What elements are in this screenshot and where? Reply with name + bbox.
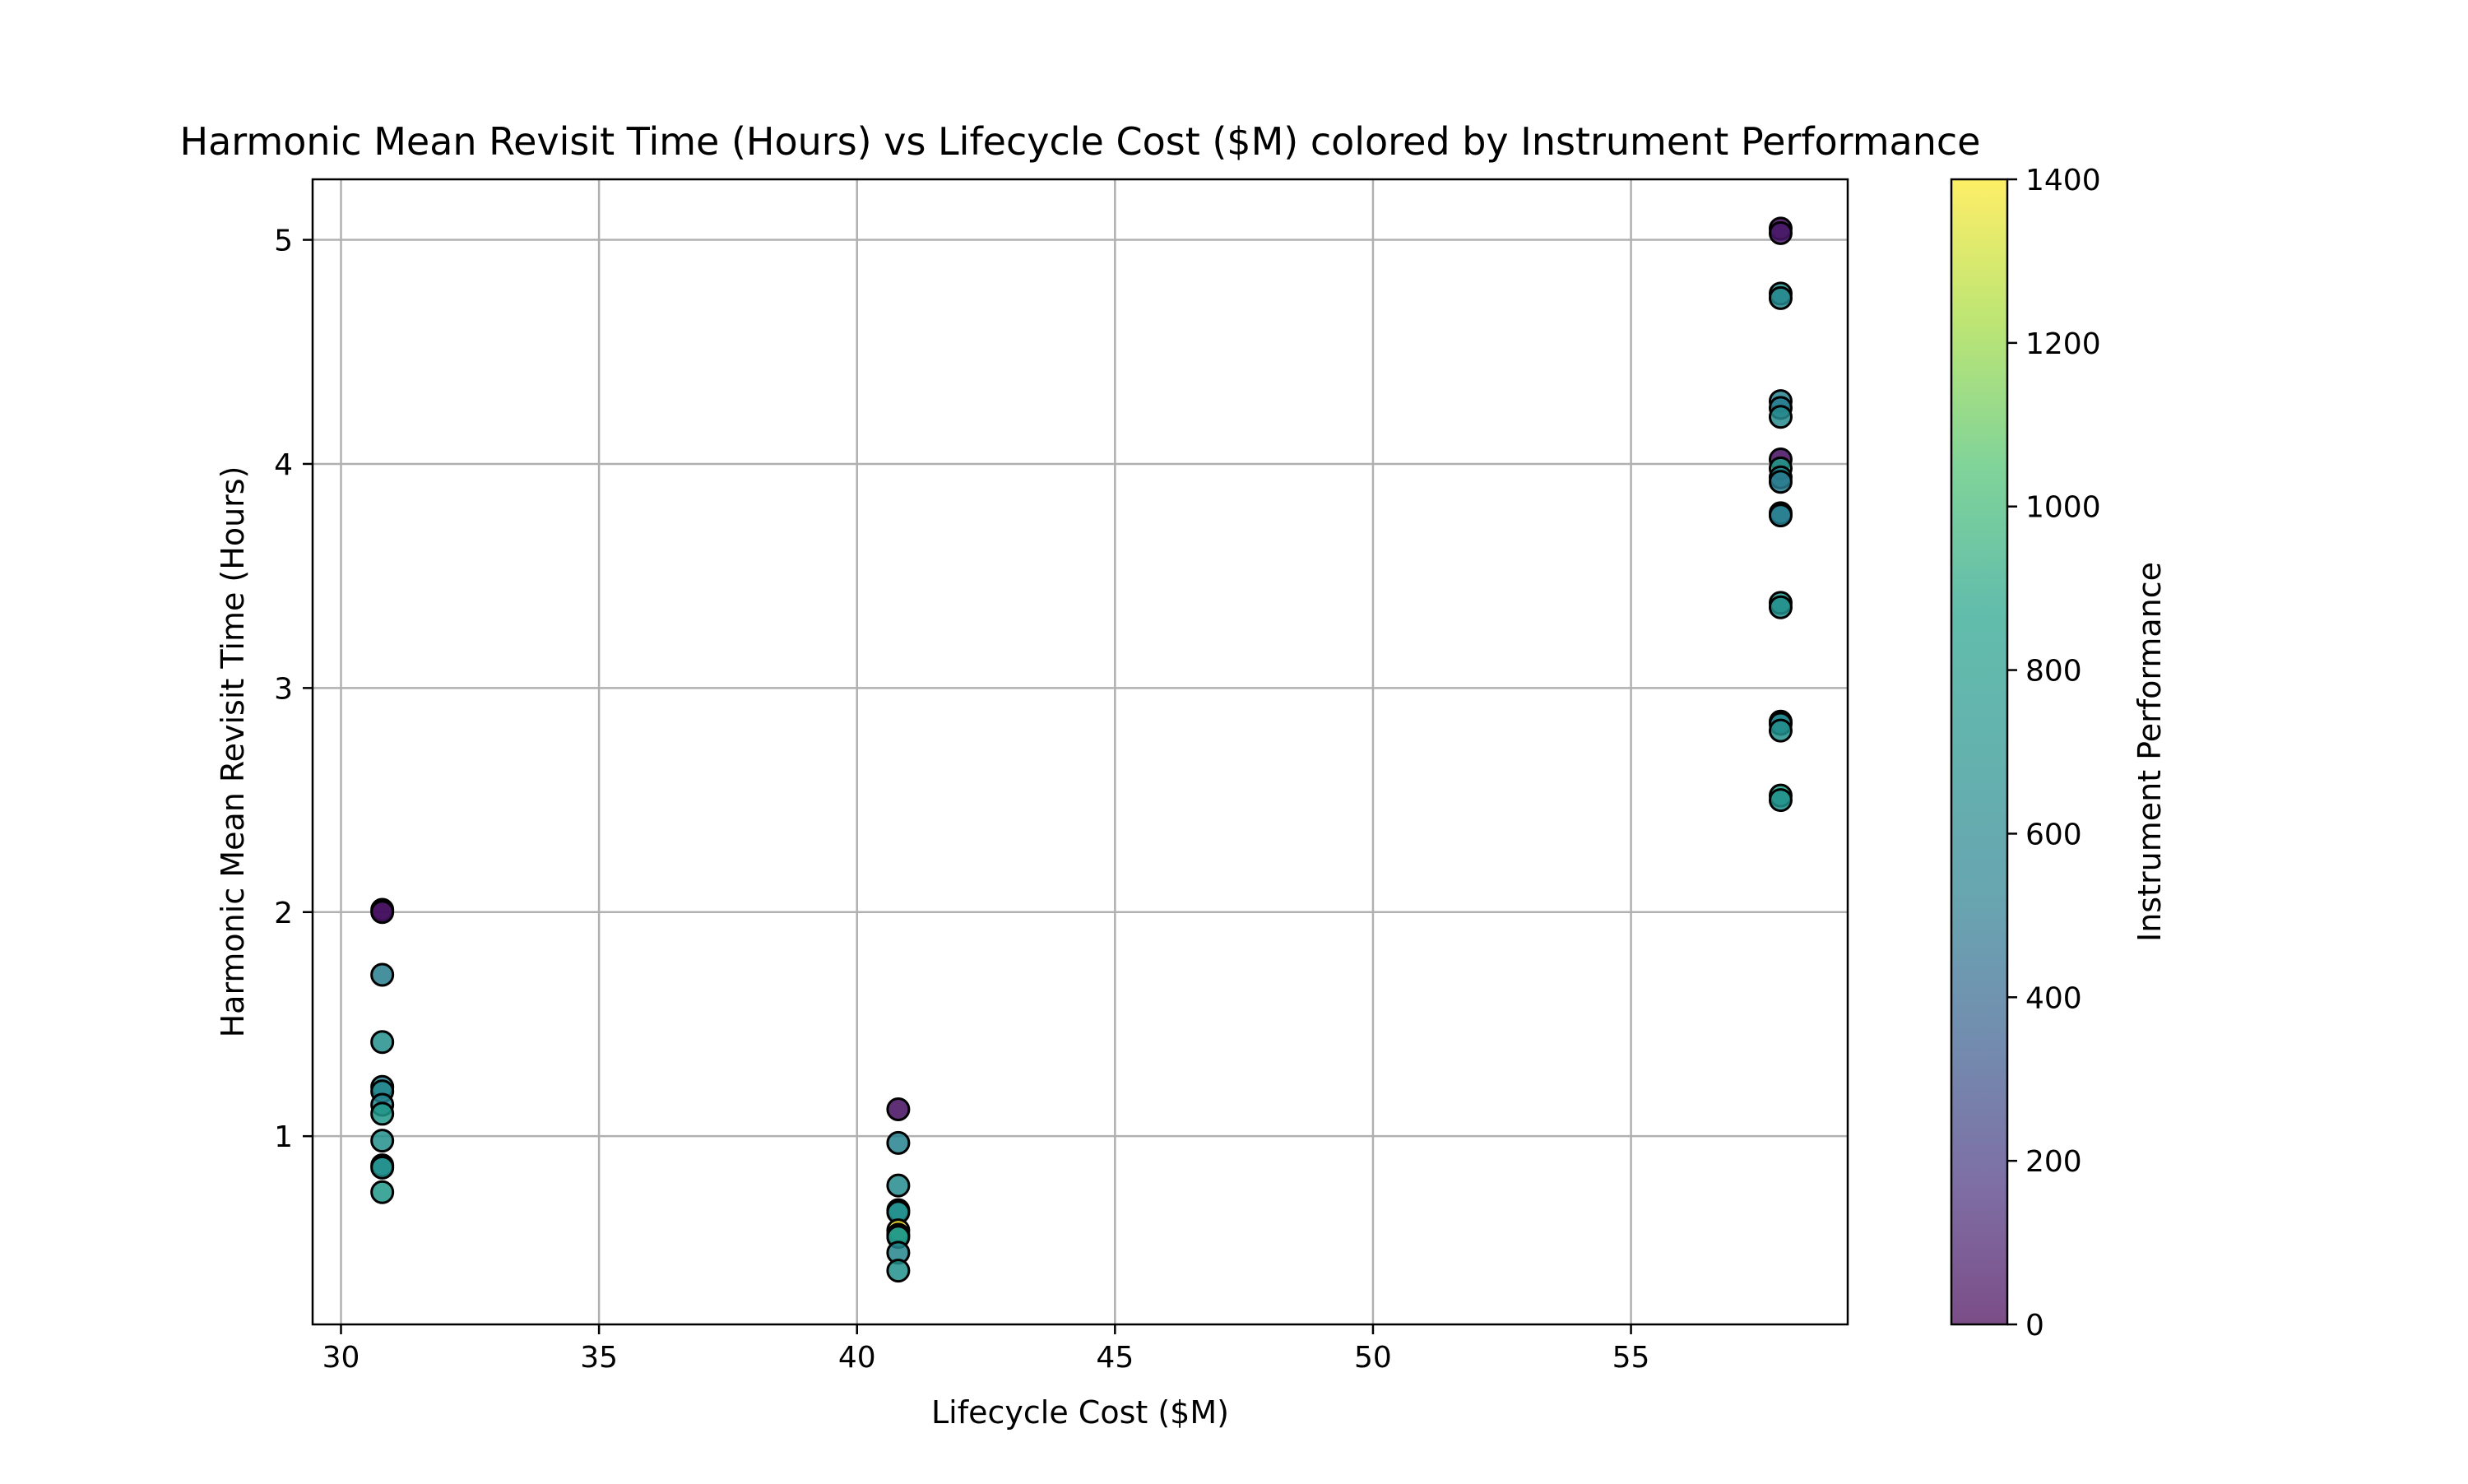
x-tick-label: 35: [580, 1341, 618, 1375]
colorbar-tick-label: 800: [2025, 655, 2082, 689]
scatter-point: [1768, 503, 1793, 528]
colorbar-label: Instrument Performance: [2132, 562, 2168, 942]
scatter-point: [1768, 285, 1793, 310]
colorbar-frame: [1950, 178, 2009, 1326]
x-tick-label: 30: [322, 1341, 360, 1375]
y-tick-label: 1: [274, 1120, 293, 1154]
scatter-point: [370, 962, 395, 987]
scatter-point: [886, 1097, 911, 1121]
scatter-point: [886, 1130, 911, 1155]
colorbar-tick-label: 400: [2025, 981, 2082, 1015]
scatter-point: [886, 1173, 911, 1198]
scatter-point: [370, 1101, 395, 1126]
x-tick-label: 50: [1354, 1341, 1392, 1375]
scatter-point: [1768, 718, 1793, 743]
y-axis-ticks: 1 2 3 4 5: [274, 225, 313, 1154]
colorbar-tick-label: 1400: [2025, 164, 2101, 197]
scatter-point: [1768, 405, 1793, 429]
scatter-point: [886, 1259, 911, 1283]
colorbar-tick-label: 1200: [2025, 327, 2101, 361]
scatter-point: [1768, 595, 1793, 619]
colorbar-ticks: 0 200 400 600 800 1000 1200 1400: [2007, 164, 2101, 1343]
colorbar-tick-label: 0: [2025, 1309, 2044, 1343]
scatter-point: [370, 1129, 395, 1153]
scatter-point: [370, 1030, 395, 1055]
scatter-point: [370, 1180, 395, 1204]
scatter-point: [370, 900, 395, 925]
colorbar-tick-label: 200: [2025, 1145, 2082, 1179]
y-tick-label: 4: [274, 448, 293, 482]
colorbar: [1951, 179, 2007, 1324]
y-tick-label: 5: [274, 225, 293, 258]
x-axis-ticks: 30 35 40 45 50 55: [322, 1324, 1650, 1375]
y-tick-label: 3: [274, 672, 293, 706]
grid: [313, 179, 1848, 1324]
x-tick-label: 55: [1612, 1341, 1650, 1375]
scatter-point: [1768, 788, 1793, 813]
y-tick-label: 2: [274, 897, 293, 930]
scatter-point: [1768, 220, 1793, 245]
scatter-point: [370, 1155, 395, 1180]
colorbar-tick-label: 600: [2025, 818, 2082, 851]
plot-frame: [311, 178, 1849, 1326]
y-axis-label: Harmonic Mean Revisit Time (Hours): [215, 466, 251, 1038]
data-points: [370, 216, 1793, 1283]
x-tick-label: 45: [1096, 1341, 1134, 1375]
chart-title: Harmonic Mean Revisit Time (Hours) vs Li…: [180, 119, 1981, 164]
colorbar-tick-label: 1000: [2025, 491, 2101, 525]
x-axis-label: Lifecycle Cost ($M): [931, 1394, 1229, 1431]
x-tick-label: 40: [838, 1341, 876, 1375]
scatter-point: [1768, 470, 1793, 494]
